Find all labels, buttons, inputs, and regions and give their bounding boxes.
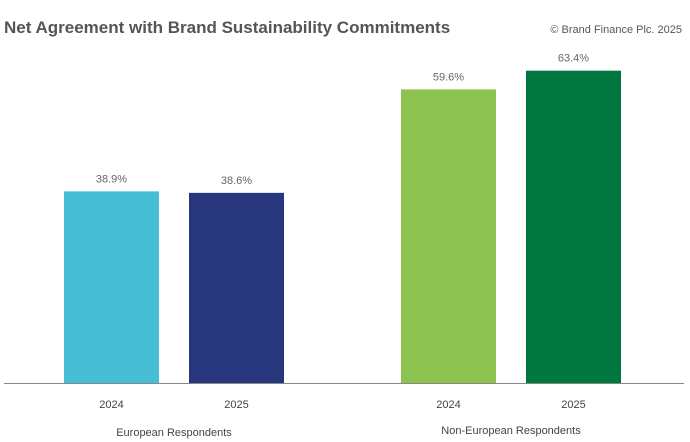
bar-european-2025 bbox=[189, 192, 284, 383]
chart-title: Net Agreement with Brand Sustainability … bbox=[4, 18, 451, 37]
group-label: European Respondents bbox=[116, 427, 232, 439]
data-label: 59.6% bbox=[433, 71, 464, 83]
copyright-notice: © Brand Finance Plc. 2025 bbox=[550, 24, 682, 36]
data-label: 63.4% bbox=[558, 53, 589, 65]
x-tick-label: 2025 bbox=[561, 399, 585, 411]
bars-layer: 38.9% 2024 38.6% 2025 European Respondents 59… bbox=[64, 53, 621, 439]
data-label: 38.9% bbox=[96, 173, 127, 185]
bar-european-2024 bbox=[64, 191, 159, 383]
group-label: Non-European Respondents bbox=[441, 425, 581, 437]
x-tick-label: 2025 bbox=[224, 399, 248, 411]
bar-non-european-2024 bbox=[401, 89, 496, 383]
x-tick-label: 2024 bbox=[99, 399, 123, 411]
bar-non-european-2025 bbox=[526, 70, 621, 383]
x-tick-label: 2024 bbox=[436, 399, 460, 411]
data-label: 38.6% bbox=[221, 175, 252, 187]
